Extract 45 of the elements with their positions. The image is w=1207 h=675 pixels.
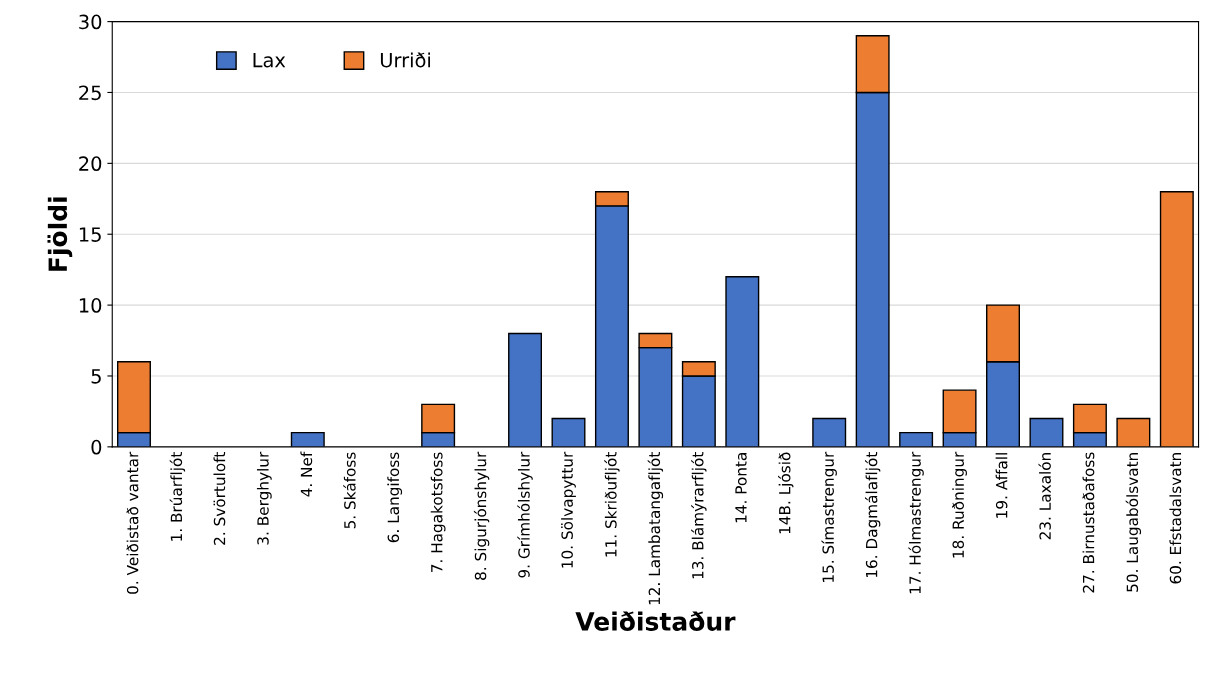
x-tick-label: 10. Sölvapyttur	[561, 451, 576, 568]
x-tick-label: 23. Laxalón	[1038, 453, 1051, 540]
x-tick-label: 14. Ponta	[735, 453, 747, 523]
bar	[1029, 417, 1064, 447]
x-tick-label: 9. Grímhólshylur	[517, 451, 533, 578]
legend-label: Lax	[253, 53, 286, 68]
x-tick-label: 50. Laugabólsvatn	[1125, 453, 1142, 592]
x-tick-label: 11. Skriðufljót	[604, 452, 620, 557]
y-tick-label: 10	[79, 298, 102, 313]
x-tick-label: 5. Skáfoss	[343, 452, 356, 529]
x-tick-label: 8. Sigurjónshylur	[473, 451, 490, 580]
bar	[899, 431, 934, 447]
x-axis-title: Veiðistaður	[575, 611, 736, 631]
bar	[551, 417, 586, 447]
x-tick-label: 15. Símastrengur	[821, 451, 837, 582]
y-tick-label: 5	[91, 369, 101, 384]
x-tick-label: 6. Langifoss	[387, 452, 403, 543]
bar	[1159, 191, 1194, 447]
x-tick-label: 0. Veiðistað vantar	[126, 451, 139, 594]
y-tick-label: 0	[91, 439, 102, 455]
x-tick-label: 16. Dagmálafljót	[864, 452, 881, 578]
x-tick-label: 19. Affall	[995, 453, 1008, 518]
x-tick-label: 60. Efstadalsvatn	[1169, 453, 1182, 584]
y-tick-label: 15	[79, 227, 101, 242]
x-tick-label: 2. Svörtuloft	[213, 452, 226, 545]
x-tick-label: 27. Birnustaðafoss	[1082, 452, 1095, 593]
x-tick-label: 17. Hólmastrengur	[908, 451, 924, 594]
x-tick-label: 1. Brúarfljót	[169, 452, 186, 541]
bar	[508, 332, 543, 447]
x-tick-label: 18. Ruðningur	[952, 451, 967, 558]
x-tick-label: 14B. Ljósið	[778, 452, 794, 534]
x-tick-label: 3. Berghylur	[256, 451, 272, 545]
y-tick-label: 25	[79, 85, 101, 101]
x-tick-label: 12. Lambatangafljót	[647, 452, 664, 605]
y-axis-title: Fjöldi	[47, 197, 73, 271]
bar	[1116, 417, 1151, 447]
y-tick-label: 20	[79, 156, 102, 172]
x-tick-label: 7. Hagakotsfoss	[430, 452, 446, 573]
x-tick-label: 13. Blámýrarfljót	[691, 452, 707, 579]
bar	[725, 276, 760, 447]
y-tick-label: 30	[79, 14, 102, 30]
x-tick-label: 4. Nef	[300, 451, 313, 497]
bar	[290, 431, 325, 447]
bar	[812, 417, 847, 447]
legend-label: Urriði	[380, 52, 431, 68]
